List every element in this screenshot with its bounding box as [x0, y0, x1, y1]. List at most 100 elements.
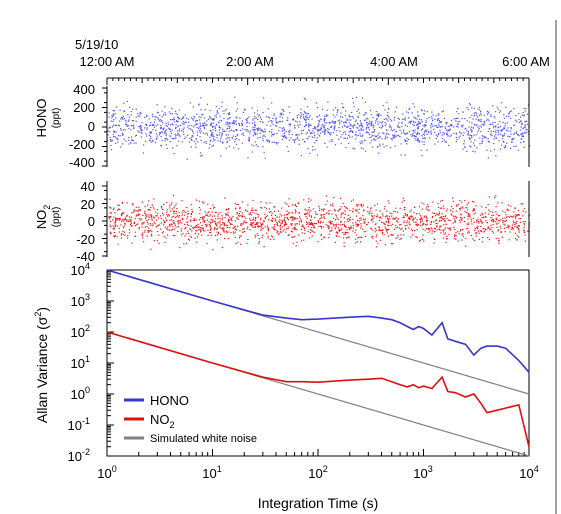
data-point: [443, 132, 445, 135]
data-point: [279, 113, 281, 115]
data-point: [130, 142, 132, 144]
data-point: [478, 114, 481, 116]
data-point: [188, 239, 191, 241]
data-point: [302, 116, 305, 118]
data-point: [442, 131, 444, 134]
data-point: [271, 120, 273, 122]
data-point: [367, 118, 369, 120]
data-point: [340, 197, 342, 199]
data-point: [457, 126, 459, 128]
data-point: [150, 235, 153, 237]
data-point: [315, 139, 317, 142]
data-point: [415, 236, 417, 238]
data-point: [156, 135, 158, 137]
data-point: [124, 222, 126, 224]
data-point: [162, 129, 164, 131]
data-point: [422, 234, 424, 236]
data-point: [273, 228, 275, 231]
data-point: [384, 122, 386, 124]
data-point: [361, 97, 364, 99]
data-point: [457, 124, 459, 126]
data-point: [503, 134, 505, 137]
data-point: [361, 237, 363, 239]
data-point: [339, 123, 341, 125]
data-point: [471, 122, 473, 124]
data-point: [148, 139, 150, 141]
data-point: [513, 211, 515, 213]
data-point: [442, 216, 444, 218]
data-point: [205, 224, 208, 226]
data-point: [360, 123, 362, 125]
data-point: [360, 122, 362, 124]
data-point: [343, 206, 345, 208]
data-point: [434, 228, 436, 230]
data-point: [197, 134, 199, 136]
data-point: [218, 122, 220, 124]
data-point: [433, 242, 435, 244]
data-point: [466, 129, 468, 132]
data-point: [517, 210, 520, 212]
data-point: [418, 240, 421, 242]
data-point: [110, 120, 112, 122]
data-point: [233, 123, 235, 125]
data-point: [417, 140, 419, 142]
data-point: [475, 125, 477, 127]
data-point: [210, 229, 212, 231]
data-point: [408, 108, 410, 110]
data-point: [461, 126, 463, 128]
data-point: [204, 230, 206, 232]
data-point: [213, 206, 215, 208]
legend-label-hono: HONO: [150, 393, 189, 408]
allan-ytick-label: 102: [71, 323, 90, 340]
data-point: [329, 122, 331, 124]
data-point: [395, 207, 397, 209]
data-point: [393, 134, 395, 136]
data-point: [167, 139, 169, 141]
data-point: [253, 130, 255, 132]
data-point: [502, 217, 504, 219]
data-point: [363, 231, 365, 233]
data-point: [442, 199, 444, 202]
data-point: [511, 141, 513, 143]
data-point: [390, 138, 392, 140]
data-point: [495, 136, 497, 139]
data-point: [177, 221, 179, 223]
data-point: [459, 135, 461, 137]
data-point: [487, 113, 489, 115]
data-point: [492, 219, 495, 221]
data-point: [238, 139, 240, 141]
data-point: [120, 118, 122, 120]
data-point: [140, 125, 142, 127]
data-point: [328, 221, 330, 223]
data-point: [388, 224, 390, 226]
data-point: [371, 212, 373, 214]
data-point: [372, 134, 374, 136]
data-point: [427, 219, 429, 222]
data-point: [256, 113, 259, 115]
data-point: [343, 124, 345, 126]
data-point: [477, 230, 480, 232]
data-point: [370, 219, 372, 222]
data-point: [267, 227, 269, 229]
data-point: [310, 222, 312, 224]
data-point: [226, 137, 229, 139]
data-point: [372, 217, 374, 219]
data-point: [506, 208, 508, 210]
data-point: [317, 221, 319, 224]
data-point: [201, 227, 203, 229]
data-point: [155, 138, 158, 140]
data-point: [174, 138, 176, 140]
data-point: [303, 199, 305, 201]
data-point: [119, 120, 121, 122]
data-point: [460, 229, 462, 231]
data-point: [458, 137, 460, 139]
data-point: [272, 123, 274, 125]
data-point: [283, 217, 286, 219]
data-point: [349, 125, 351, 127]
data-point: [135, 206, 137, 208]
data-point: [153, 221, 155, 223]
data-point: [490, 130, 492, 132]
data-point: [240, 235, 242, 237]
data-point: [322, 126, 325, 128]
data-point: [314, 217, 316, 219]
